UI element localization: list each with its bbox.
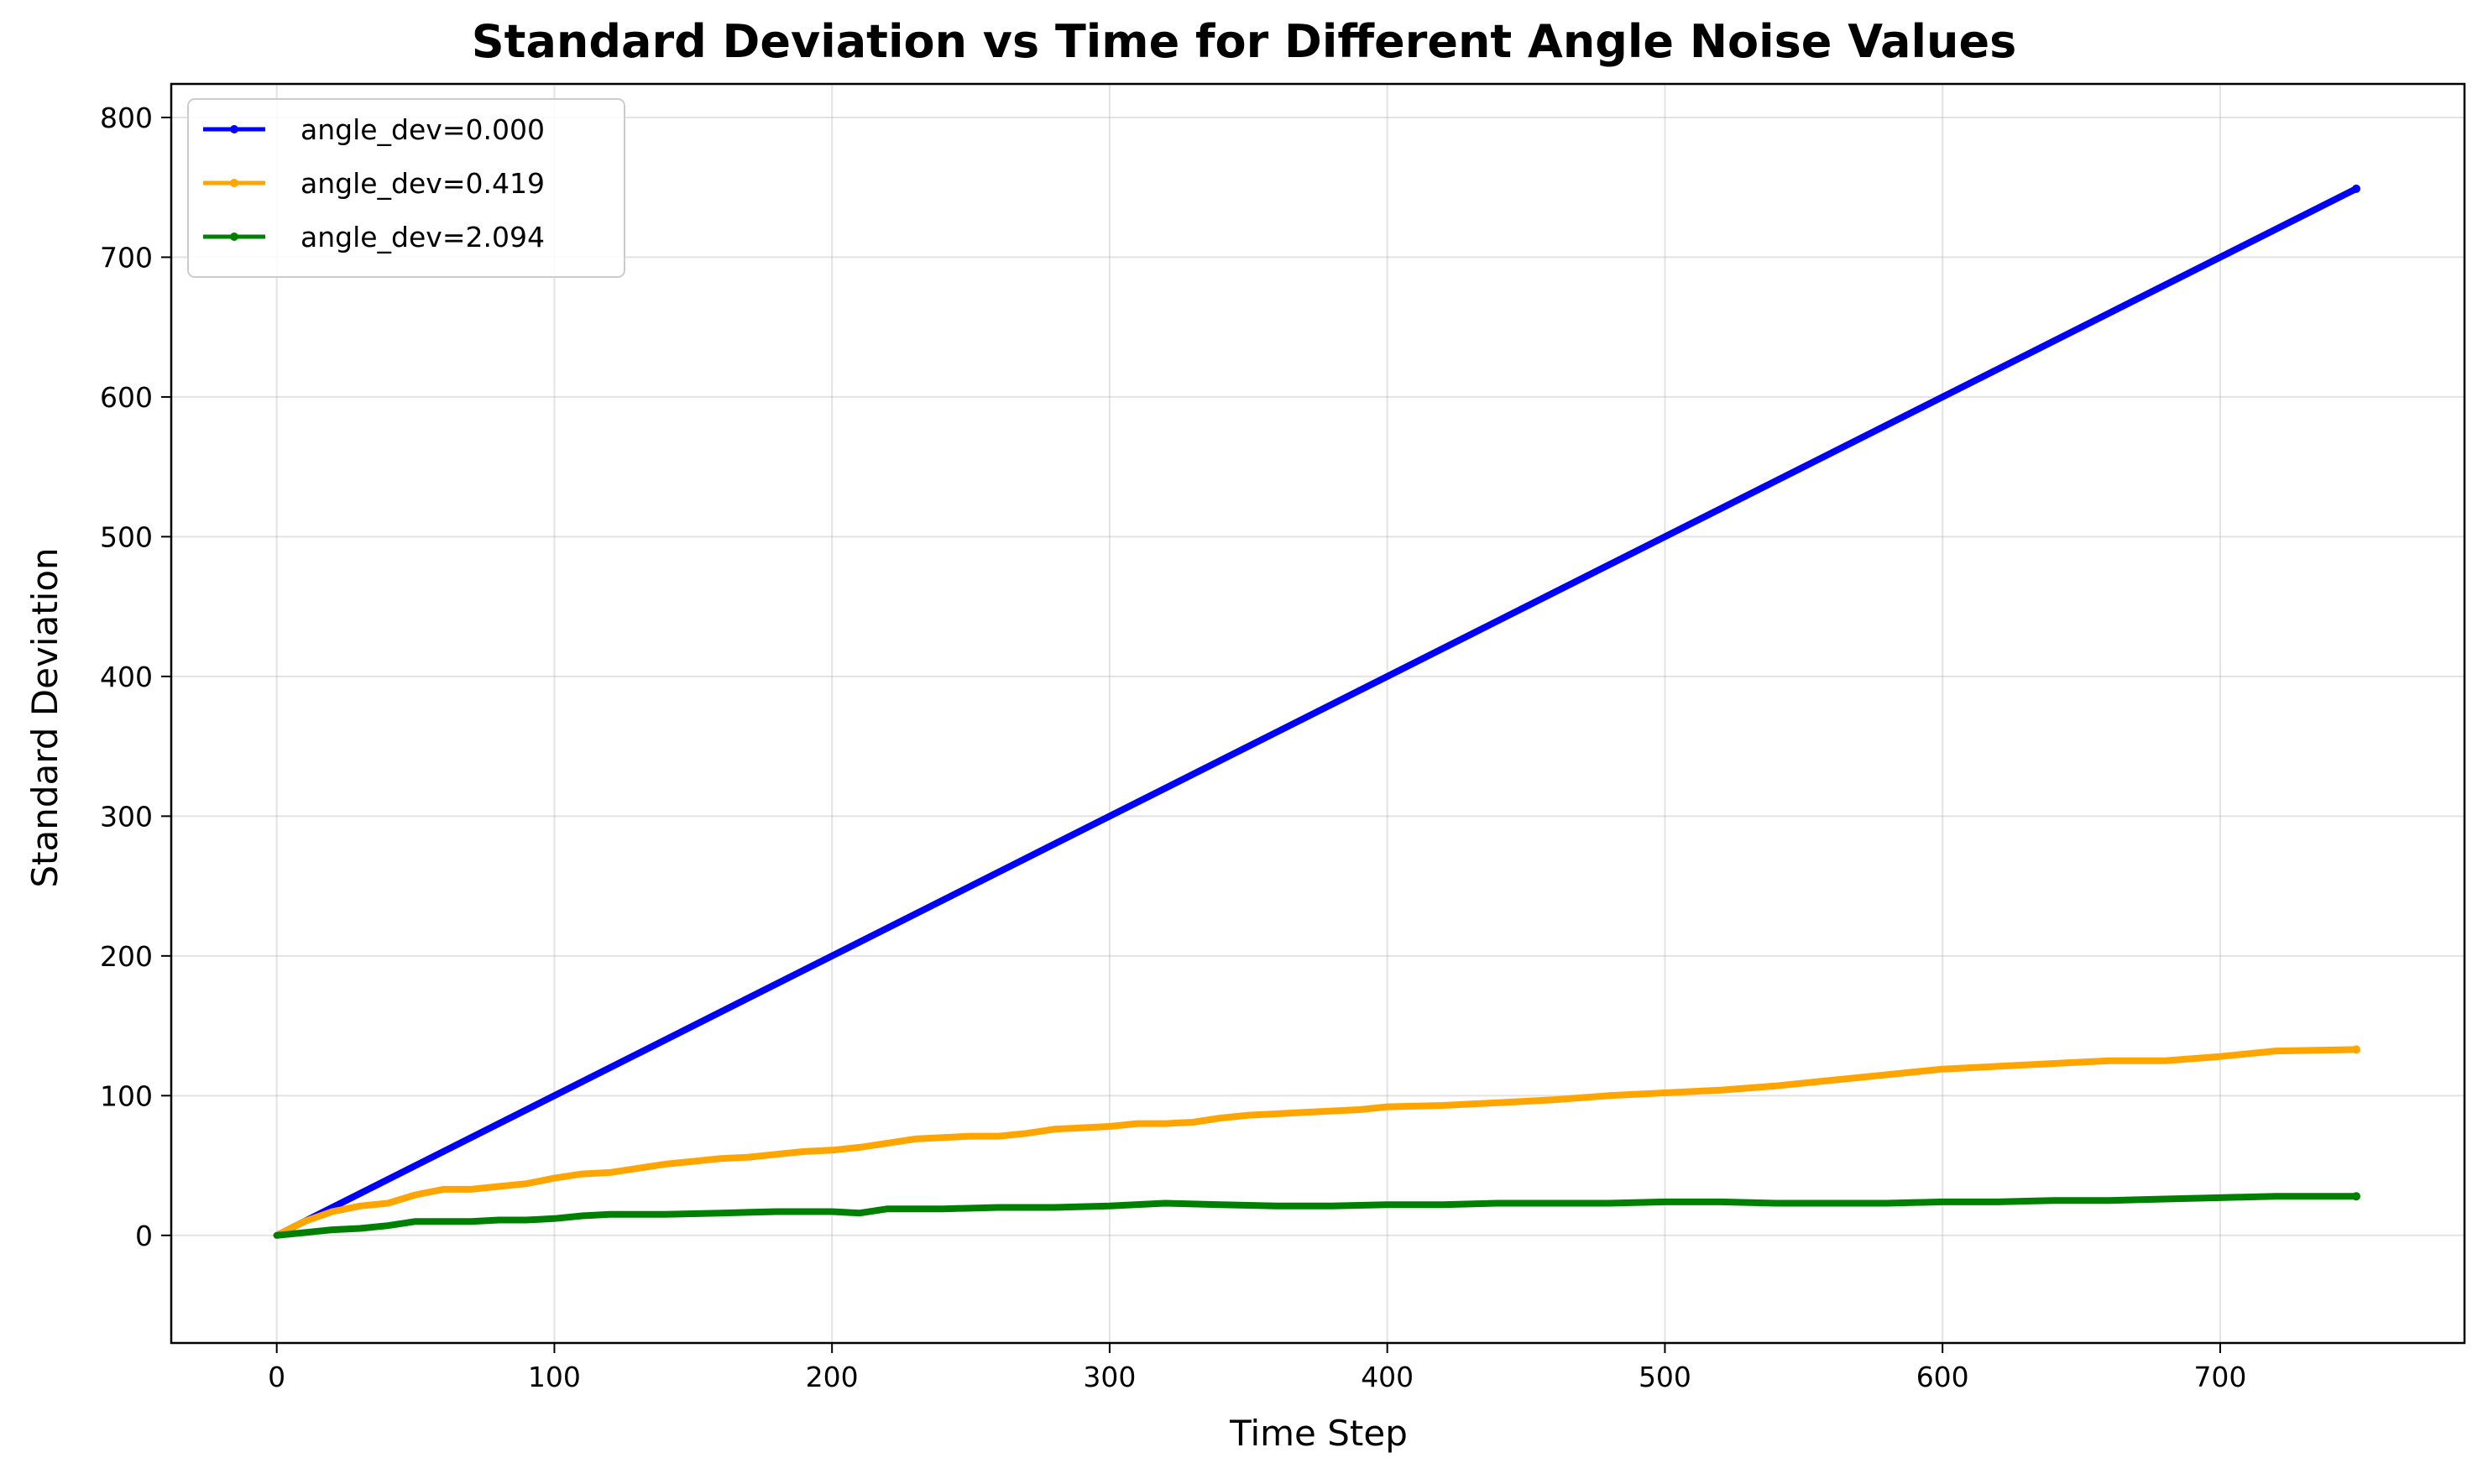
grid bbox=[171, 84, 2464, 1343]
series-end-marker-1 bbox=[2352, 1045, 2361, 1054]
series-end-marker-0 bbox=[2352, 184, 2361, 193]
y-tick-label-4: 400 bbox=[100, 661, 153, 693]
x-tick-label-4: 400 bbox=[1361, 1361, 1414, 1393]
legend-label-2: angle_dev=2.094 bbox=[301, 221, 545, 253]
legend-label-1: angle_dev=0.419 bbox=[301, 167, 545, 200]
y-tick-label-3: 300 bbox=[100, 800, 153, 833]
x-tick-label-1: 100 bbox=[528, 1361, 581, 1393]
x-tick-label-6: 600 bbox=[1916, 1361, 1969, 1393]
legend-box bbox=[187, 98, 625, 278]
y-tick-label-6: 600 bbox=[100, 381, 153, 414]
legend-marker-1 bbox=[230, 179, 238, 187]
y-tick-label-2: 200 bbox=[100, 940, 153, 973]
x-axis-label: Time Step bbox=[1229, 1413, 1408, 1454]
y-tick-label-0: 0 bbox=[135, 1220, 153, 1252]
chart-title: Standard Deviation vs Time for Different… bbox=[472, 15, 2016, 68]
series-end-marker-2 bbox=[2352, 1192, 2361, 1201]
legend-marker-2 bbox=[230, 233, 238, 241]
x-tick-label-7: 700 bbox=[2193, 1361, 2246, 1393]
y-tick-label-5: 500 bbox=[100, 520, 153, 553]
y-axis-label: Standard Deviation bbox=[24, 547, 65, 887]
legend-marker-0 bbox=[230, 125, 238, 133]
y-tick-label-8: 800 bbox=[100, 102, 153, 134]
plot-frame bbox=[170, 82, 2466, 1345]
series-line-1 bbox=[273, 1046, 2360, 1239]
y-tick-label-1: 100 bbox=[100, 1079, 153, 1112]
series-layer bbox=[273, 184, 2361, 1239]
x-tick-label-5: 500 bbox=[1639, 1361, 1691, 1393]
series-line-2 bbox=[273, 1193, 2360, 1239]
legend-label-0: angle_dev=0.000 bbox=[301, 113, 545, 146]
y-tick-label-7: 700 bbox=[100, 241, 153, 274]
x-tick-label-0: 0 bbox=[268, 1361, 285, 1393]
series-line-0 bbox=[273, 185, 2360, 1239]
legend: angle_dev=0.000 angle_dev=0.419 angle_dev=… bbox=[187, 98, 625, 278]
x-tick-label-3: 300 bbox=[1083, 1361, 1136, 1393]
ticks: 0 100 200 300 400 500 600 700 0 100 200 300 400 500 60… bbox=[100, 102, 2246, 1393]
x-tick-label-2: 200 bbox=[806, 1361, 859, 1393]
